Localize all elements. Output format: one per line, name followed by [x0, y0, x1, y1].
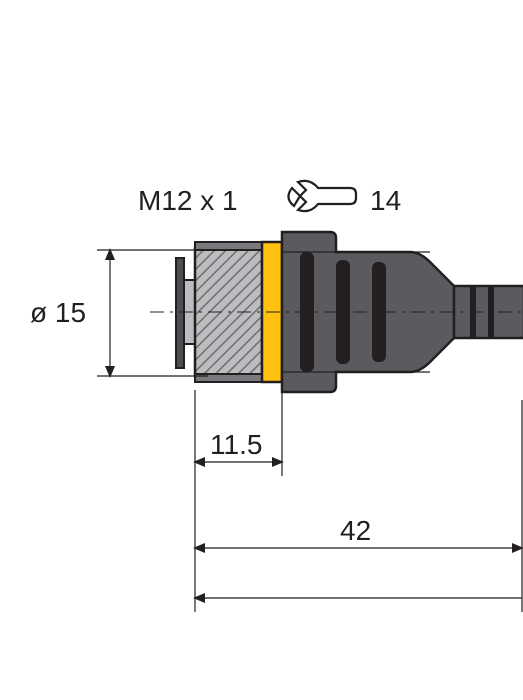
dim-short: 11.5	[195, 390, 282, 476]
connector-body	[150, 232, 523, 392]
top-labels: M12 x 1 14	[138, 181, 401, 216]
cable	[454, 286, 523, 338]
long-len-label: 42	[340, 515, 371, 546]
connector-diagram: M12 x 1 14 ø 15 11.5 42	[0, 0, 523, 700]
diameter-label: ø 15	[30, 297, 86, 328]
wrench-icon	[288, 181, 356, 211]
thread-label: M12 x 1	[138, 185, 238, 216]
wrench-size: 14	[370, 185, 401, 216]
short-len-label: 11.5	[210, 429, 262, 460]
